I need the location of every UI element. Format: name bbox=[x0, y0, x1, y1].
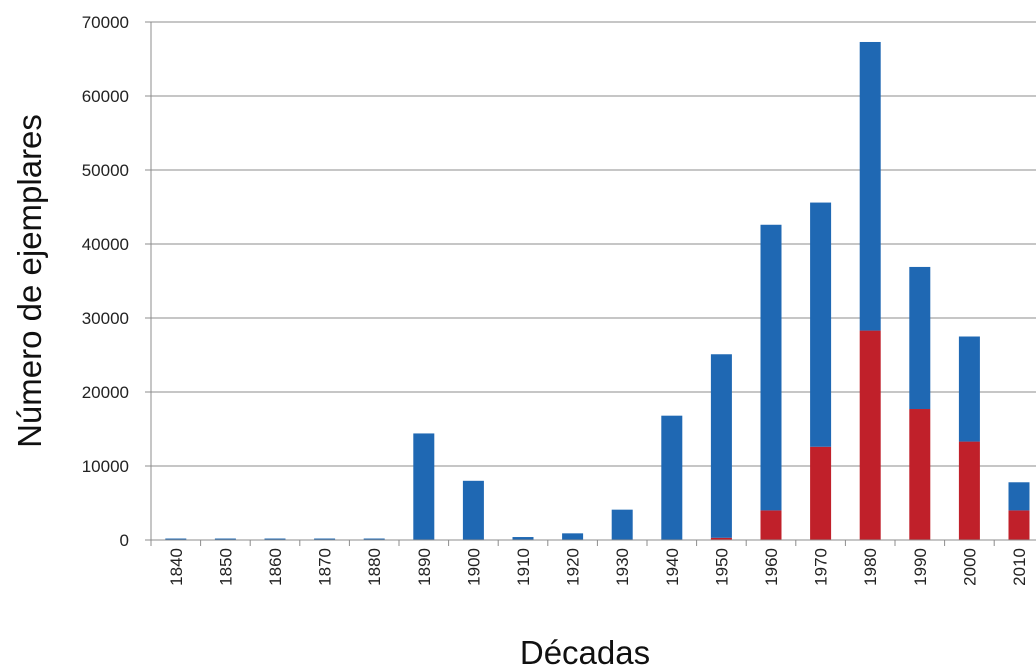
bar-segment-1970-s0 bbox=[810, 446, 832, 540]
y-tick-label: 20000 bbox=[82, 383, 129, 402]
gridlines bbox=[151, 21, 1036, 467]
bar-segment-1930-s1 bbox=[611, 509, 633, 540]
x-tick-label: 2010 bbox=[1010, 548, 1029, 586]
bar-segment-2010-s0 bbox=[1008, 510, 1030, 540]
bar-segment-1960-s0 bbox=[760, 510, 782, 540]
bar-segment-1980-s0 bbox=[859, 330, 881, 540]
x-tick-label: 1910 bbox=[514, 548, 533, 586]
bar-segment-1950-s0 bbox=[710, 537, 732, 540]
bar-segment-1950-s1 bbox=[710, 354, 732, 538]
bar-segment-1990-s0 bbox=[909, 409, 931, 540]
y-tick-labels: 0 10000 20000 30000 40000 50000 60000 70000 bbox=[82, 13, 129, 550]
bar-segment-1960-s1 bbox=[760, 224, 782, 511]
x-tick-labels: 1840 1850 1860 1870 1880 1890 1900 1910 1920 1930… bbox=[167, 548, 1029, 586]
y-axis-title: Número de ejemplares bbox=[11, 114, 48, 448]
x-tick-label: 1970 bbox=[812, 548, 831, 586]
bar-segment-1940-s1 bbox=[661, 415, 683, 540]
bar-segment-1870-s1 bbox=[314, 538, 336, 540]
y-tick-label: 70000 bbox=[82, 13, 129, 32]
x-tick-label: 1920 bbox=[564, 548, 583, 586]
bars bbox=[165, 41, 1030, 540]
x-tick-label: 1940 bbox=[663, 548, 682, 586]
x-tick-label: 1840 bbox=[167, 548, 186, 586]
x-tick-label: 1960 bbox=[762, 548, 781, 586]
y-tick-label: 30000 bbox=[82, 309, 129, 328]
bar-segment-2000-s1 bbox=[958, 336, 980, 442]
y-tick-label: 60000 bbox=[82, 87, 129, 106]
x-tick-label: 2000 bbox=[960, 548, 979, 586]
x-tick-label: 1880 bbox=[365, 548, 384, 586]
x-tick-label: 1980 bbox=[861, 548, 880, 586]
bar-segment-1880-s1 bbox=[363, 538, 385, 540]
bar-segment-1840-s1 bbox=[165, 538, 187, 540]
bar-segment-2000-s0 bbox=[958, 441, 980, 540]
x-tick-label: 1860 bbox=[266, 548, 285, 586]
x-tick-label: 1850 bbox=[216, 548, 235, 586]
bar-segment-1910-s1 bbox=[512, 537, 534, 540]
y-tick-label: 50000 bbox=[82, 161, 129, 180]
bar-segment-1920-s1 bbox=[562, 533, 584, 540]
x-tick-label: 1990 bbox=[911, 548, 930, 586]
bar-segment-1900-s1 bbox=[462, 480, 484, 540]
y-tick-label: 40000 bbox=[82, 235, 129, 254]
bar-segment-1850-s1 bbox=[214, 538, 236, 540]
x-tick-label: 1950 bbox=[712, 548, 731, 586]
y-tick-label: 0 bbox=[120, 531, 129, 550]
bar-segment-1980-s1 bbox=[859, 41, 881, 331]
x-tick-label: 1900 bbox=[464, 548, 483, 586]
bar-segment-1860-s1 bbox=[264, 538, 286, 540]
x-axis-title: Décadas bbox=[520, 634, 650, 668]
bar-segment-1970-s1 bbox=[810, 202, 832, 447]
bar-segment-1890-s1 bbox=[413, 433, 435, 540]
axes bbox=[145, 21, 1036, 546]
x-tick-label: 1930 bbox=[613, 548, 632, 586]
bar-segment-1990-s1 bbox=[909, 266, 931, 410]
y-tick-label: 10000 bbox=[82, 457, 129, 476]
x-tick-label: 1870 bbox=[316, 548, 335, 586]
x-tick-label: 1890 bbox=[415, 548, 434, 586]
bar-segment-2010-s1 bbox=[1008, 482, 1030, 511]
